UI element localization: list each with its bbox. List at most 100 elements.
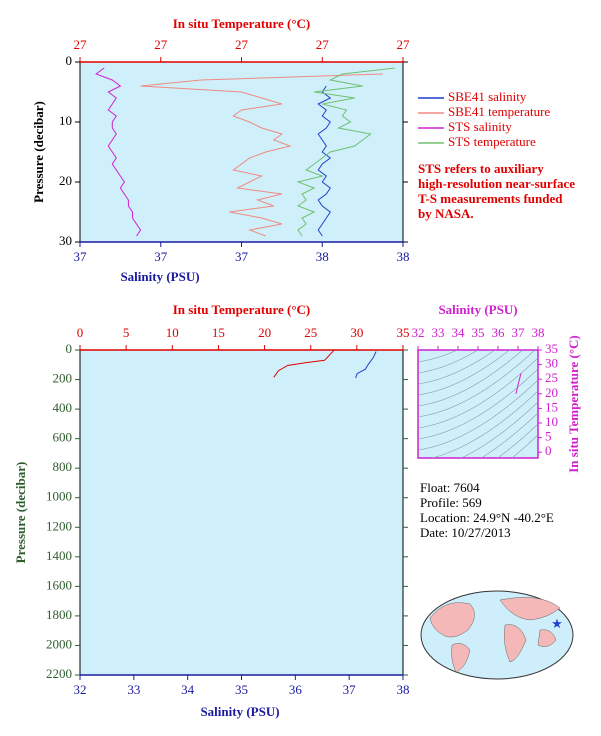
pressure-tick-label: 1000	[46, 489, 72, 504]
salinity-tick-label: 34	[452, 325, 466, 340]
legend-label: STS temperature	[448, 134, 536, 149]
temperature-tick-label: 25	[304, 325, 317, 340]
temperature-tick-label: 5	[545, 429, 552, 444]
pressure-tick-label: 1200	[46, 518, 72, 533]
salinity-tick-label: 37	[343, 682, 357, 697]
contour	[418, 350, 496, 385]
plot-area	[417, 349, 539, 459]
contour	[418, 350, 458, 363]
pressure-tick-label: 0	[66, 53, 73, 68]
temperature-tick-label: 27	[235, 37, 249, 52]
pressure-tick-label: 800	[53, 459, 73, 474]
pressure-tick-label: 0	[66, 341, 73, 356]
temperature-axis-title: In situ Temperature (°C)	[173, 302, 311, 317]
profile-panel: 27 27 27 27 27 In situ Temperature (°C) 37 37 37…	[31, 16, 575, 284]
salinity-tick-label: 33	[432, 325, 445, 340]
temperature-tick-label: 15	[545, 399, 558, 414]
salinity-tick-label: 36	[492, 325, 506, 340]
profile-line	[317, 85, 332, 237]
legend-label: SBE41 salinity	[448, 89, 527, 104]
temperature-axis-title: In situ Temperature (°C)	[566, 335, 581, 473]
temperature-tick-label: 0	[77, 325, 84, 340]
contour	[480, 412, 538, 458]
contour	[418, 350, 479, 374]
salinity-tick-label: 35	[472, 325, 485, 340]
pressure-tick-label: 30	[59, 233, 72, 248]
temperature-tick-label: 10	[545, 414, 558, 429]
pressure-tick-label: 10	[59, 113, 72, 128]
salinity-axis-title: Salinity (PSU)	[200, 704, 279, 719]
salinity-tick-label: 38	[397, 682, 410, 697]
float-info: Profile: 569	[420, 495, 482, 510]
density-contours	[418, 350, 538, 458]
float-info: Location: 24.9°N -40.2°E	[420, 510, 554, 525]
temperature-tick-label: 30	[545, 356, 558, 371]
profile-panel: 0 5 10 15 20 25 30 35 In situ Temperature (°C) 32…	[13, 302, 410, 719]
pressure-tick-label: 20	[59, 173, 72, 188]
salinity-axis-title: Salinity (PSU)	[438, 302, 517, 317]
temperature-tick-label: 5	[123, 325, 130, 340]
temperature-tick-label: 25	[545, 370, 558, 385]
profile-line	[273, 349, 335, 378]
profile-line	[296, 67, 395, 237]
plot-area	[79, 349, 404, 676]
salinity-tick-label: 36	[289, 682, 303, 697]
annotation: T-S measurements funded	[418, 191, 563, 206]
ts-panel: 32 33 34 35 36 37 38 Salinity (PSU) 051015202530…	[412, 302, 581, 473]
pressure-tick-label: 2200	[46, 666, 72, 681]
annotation: STS refers to auxiliary	[418, 161, 544, 176]
salinity-tick-label: 37	[235, 249, 249, 264]
pressure-tick-label: 400	[53, 400, 73, 415]
salinity-tick-label: 37	[154, 249, 168, 264]
map: ★	[420, 590, 574, 680]
temperature-tick-label: 0	[545, 443, 552, 458]
contour	[460, 401, 538, 458]
pressure-tick-label: 200	[53, 371, 73, 386]
temperature-tick-label: 35	[397, 325, 410, 340]
temperature-tick-label: 15	[212, 325, 225, 340]
salinity-tick-label: 32	[74, 682, 87, 697]
salinity-tick-label: 32	[412, 325, 425, 340]
salinity-tick-label: 38	[397, 249, 410, 264]
contour	[418, 350, 524, 407]
contour	[497, 423, 538, 458]
profile-line	[355, 351, 377, 379]
salinity-tick-label: 38	[532, 325, 545, 340]
annotation: by NASA.	[418, 206, 474, 221]
contour	[430, 390, 538, 458]
temperature-tick-label: 27	[397, 37, 411, 52]
salinity-tick-label: 38	[316, 249, 329, 264]
temperature-tick-label: 27	[74, 37, 88, 52]
temperature-tick-label: 20	[545, 385, 558, 400]
temperature-axis-title: In situ Temperature (°C)	[173, 16, 311, 31]
plot-area	[79, 61, 404, 243]
profile-line	[95, 67, 142, 237]
salinity-tick-label: 33	[127, 682, 140, 697]
pressure-axis-title: Pressure (decibar)	[13, 462, 28, 564]
contour	[418, 368, 538, 440]
salinity-axis-title: Salinity (PSU)	[120, 269, 199, 284]
contour	[418, 350, 536, 418]
contour	[418, 350, 510, 396]
contour	[418, 379, 538, 451]
float-info: Float: 7604	[420, 480, 480, 495]
pressure-tick-label: 1800	[46, 607, 72, 622]
temperature-tick-label: 35	[545, 341, 558, 356]
ts-line	[515, 373, 522, 394]
salinity-tick-label: 37	[512, 325, 526, 340]
pressure-axis-title: Pressure (decibar)	[31, 101, 46, 203]
salinity-tick-label: 35	[235, 682, 248, 697]
annotation: high-resolution near-surface	[418, 176, 575, 191]
pressure-tick-label: 2000	[46, 636, 72, 651]
legend-label: SBE41 temperature	[448, 104, 550, 119]
pressure-tick-label: 1400	[46, 548, 72, 563]
temperature-tick-label: 27	[154, 37, 168, 52]
temperature-tick-label: 20	[258, 325, 271, 340]
contour	[511, 434, 538, 458]
temperature-tick-label: 30	[350, 325, 363, 340]
temperature-tick-label: 10	[166, 325, 179, 340]
float-location-marker: ★	[551, 616, 563, 631]
salinity-tick-label: 37	[74, 249, 88, 264]
pressure-tick-label: 1600	[46, 577, 72, 592]
pressure-tick-label: 600	[53, 430, 73, 445]
